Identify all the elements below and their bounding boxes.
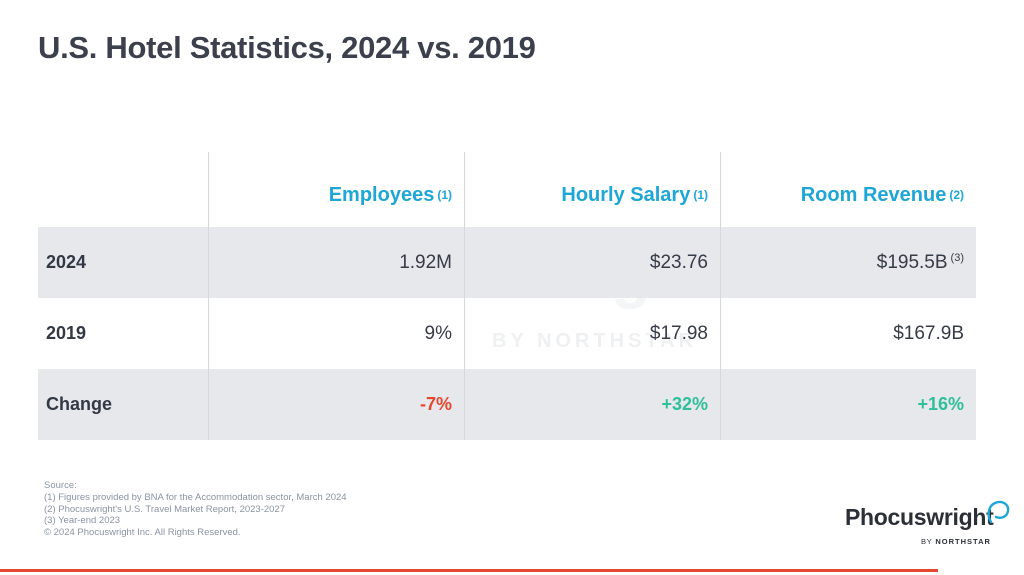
cell-hourly-salary: $23.76 — [464, 227, 720, 298]
cell-employees: 1.92M — [208, 227, 464, 298]
phocuswright-logo: Phocuswright BY NORTHSTAR — [845, 500, 1010, 546]
source-line: (1) Figures provided by BNA for the Acco… — [44, 491, 347, 503]
source-line: Source: — [44, 480, 77, 491]
copyright: © 2024 Phocuswright Inc. All Rights Rese… — [44, 527, 241, 539]
cell-room-revenue-change: +16% — [720, 369, 976, 440]
logo-tagline: BY NORTHSTAR — [921, 537, 991, 546]
row-label: 2019 — [46, 323, 87, 343]
source-notes: Source: (1) Figures provided by BNA for … — [44, 480, 347, 539]
page-title: U.S. Hotel Statistics, 2024 vs. 2019 — [38, 30, 536, 65]
cell-hourly-salary-change: +32% — [464, 369, 720, 440]
cell-employees: 9% — [208, 298, 464, 369]
header-room-revenue: Room Revenue (2) — [720, 152, 976, 227]
header-employees: Employees (1) — [208, 152, 464, 227]
cell-employees-change: -7% — [208, 369, 464, 440]
cell-room-revenue: $195.5B (3) — [720, 227, 976, 298]
table-header-row: Employees (1) Hourly Salary (1) Room Reven… — [38, 152, 976, 227]
row-label: Change — [46, 394, 113, 414]
header-corner — [38, 152, 208, 227]
table-row-2024: 2024 1.92M $23.76 $195.5B (3) — [38, 227, 976, 298]
logo-wordmark: Phocuswright — [845, 504, 994, 530]
speech-bubble-icon — [987, 500, 1010, 524]
header-hourly-salary: Hourly Salary (1) — [464, 152, 720, 227]
source-line: (2) Phocuswright's U.S. Travel Market Re… — [44, 503, 286, 515]
row-label: 2024 — [46, 252, 87, 272]
statistics-table: Employees (1) Hourly Salary (1) Room Reven… — [38, 152, 976, 440]
table-row-change: Change -7% +32% +16% — [38, 369, 976, 440]
cell-hourly-salary: $17.98 — [464, 298, 720, 369]
footer-rule — [0, 569, 938, 572]
cell-room-revenue: $167.9B — [720, 298, 976, 369]
table-row-2019: 2019 9% $17.98 $167.9B — [38, 298, 976, 369]
source-line: (3) Year-end 2023 — [44, 515, 121, 527]
